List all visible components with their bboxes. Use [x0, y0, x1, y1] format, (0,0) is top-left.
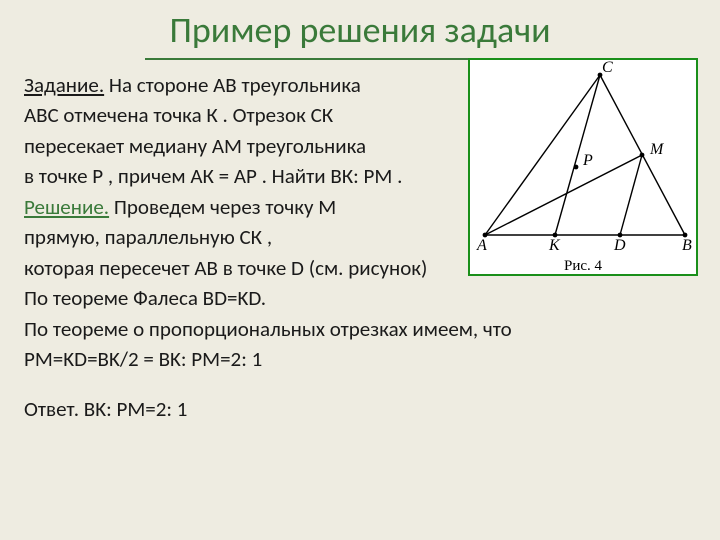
svg-text:A: A: [476, 237, 487, 254]
line-8: По теореме Фалеса BD=KD.: [24, 283, 696, 313]
geometry-figure: A B C K D M P Рис. 4: [468, 58, 698, 276]
line-10: PM=KD=BK/2 = BK: PM=2: 1: [24, 344, 696, 374]
text-l1: На стороне АВ треугольника: [104, 72, 361, 98]
reshenie-label: Решение.: [24, 194, 109, 220]
svg-text:M: M: [649, 141, 665, 158]
figure-svg: A B C K D M P: [470, 60, 696, 256]
figure-caption: Рис. 4: [470, 258, 696, 275]
page-title: Пример решения задачи: [0, 0, 720, 58]
svg-text:K: K: [548, 237, 561, 254]
answer-line: Ответ. BK: PM=2: 1: [24, 394, 696, 424]
text-l5: Проведем через точку М: [109, 194, 336, 220]
svg-text:P: P: [582, 152, 593, 169]
line-9: По теореме о пропорциональных отрезках и…: [24, 314, 696, 344]
svg-text:B: B: [682, 237, 692, 254]
svg-text:D: D: [613, 237, 626, 254]
zadanie-label: Задание.: [24, 72, 104, 98]
svg-text:C: C: [602, 60, 613, 76]
